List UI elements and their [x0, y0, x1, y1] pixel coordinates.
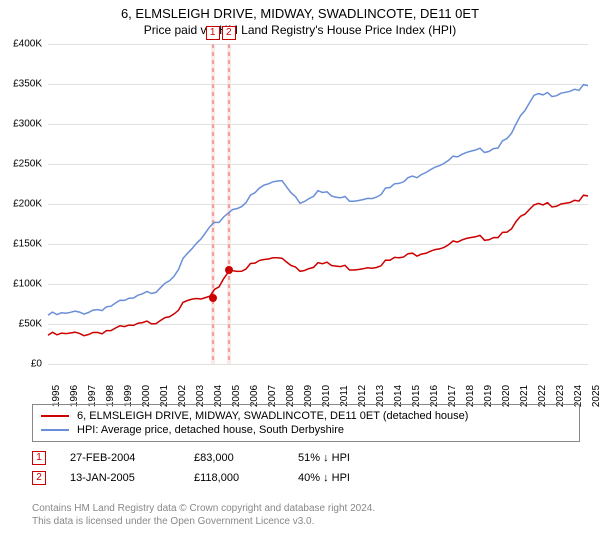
x-axis-label: 2025: [591, 385, 600, 407]
series-hpi: [48, 85, 588, 316]
event-marker-box: 2: [222, 26, 236, 40]
footer-attribution: Contains HM Land Registry data © Crown c…: [32, 502, 375, 528]
legend-row: 6, ELMSLEIGH DRIVE, MIDWAY, SWADLINCOTE,…: [41, 409, 571, 423]
event-date: 27-FEB-2004: [70, 452, 170, 464]
event-price: £118,000: [194, 472, 274, 484]
y-axis-label: £350K: [13, 79, 42, 90]
event-row-marker: 2: [32, 471, 46, 485]
event-price: £83,000: [194, 452, 274, 464]
y-axis-label: £50K: [19, 319, 42, 330]
y-axis-label: £300K: [13, 119, 42, 130]
event-marker-box: 1: [206, 26, 220, 40]
y-axis-label: £150K: [13, 239, 42, 250]
chart-lines-svg: [48, 44, 588, 364]
legend-swatch: [41, 415, 69, 417]
event-pct: 40% ↓ HPI: [298, 472, 398, 484]
legend-label: HPI: Average price, detached house, Sout…: [77, 424, 344, 436]
title-line1: 6, ELMSLEIGH DRIVE, MIDWAY, SWADLINCOTE,…: [0, 6, 600, 21]
event-row: 2 13-JAN-2005 £118,000 40% ↓ HPI: [32, 468, 398, 488]
y-axis-label: £250K: [13, 159, 42, 170]
event-date: 13-JAN-2005: [70, 472, 170, 484]
event-row-marker: 1: [32, 451, 46, 465]
legend-box: 6, ELMSLEIGH DRIVE, MIDWAY, SWADLINCOTE,…: [32, 404, 580, 442]
y-axis-label: £400K: [13, 39, 42, 50]
y-axis-label: £100K: [13, 279, 42, 290]
footer-line2: This data is licensed under the Open Gov…: [32, 515, 375, 528]
series-property: [48, 195, 588, 336]
legend-swatch: [41, 429, 69, 431]
footer-line1: Contains HM Land Registry data © Crown c…: [32, 502, 375, 515]
sale-events-table: 1 27-FEB-2004 £83,000 51% ↓ HPI 2 13-JAN-2005…: [32, 448, 398, 488]
event-pct: 51% ↓ HPI: [298, 452, 398, 464]
event-row: 1 27-FEB-2004 £83,000 51% ↓ HPI: [32, 448, 398, 468]
title-line2: Price paid vs. HM Land Registry's House …: [0, 23, 600, 37]
gridline-h: [48, 364, 588, 365]
y-axis-label: £0: [31, 359, 42, 370]
chart-title-block: 6, ELMSLEIGH DRIVE, MIDWAY, SWADLINCOTE,…: [0, 0, 600, 39]
y-axis-label: £200K: [13, 199, 42, 210]
legend-row: HPI: Average price, detached house, Sout…: [41, 423, 571, 437]
chart-plot-area: £0£50K£100K£150K£200K£250K£300K£350K£400…: [48, 44, 588, 364]
legend-label: 6, ELMSLEIGH DRIVE, MIDWAY, SWADLINCOTE,…: [77, 410, 468, 422]
